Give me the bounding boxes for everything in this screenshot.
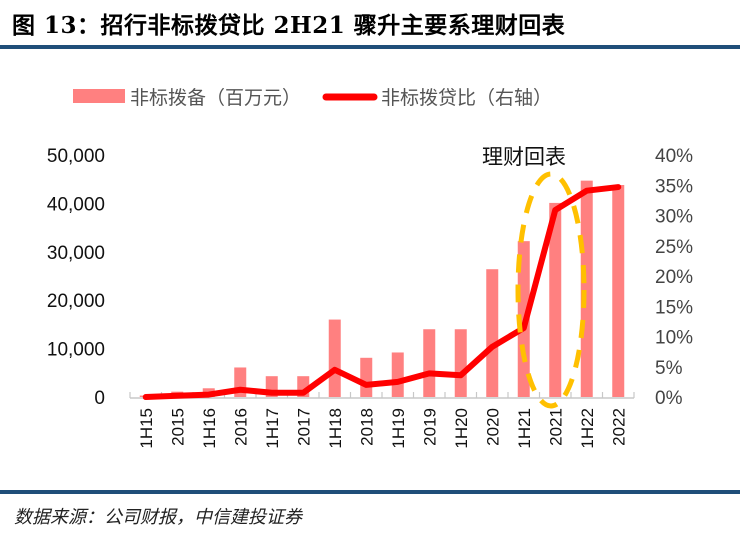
x-tick-label: 1H17 [263,408,282,449]
x-tick-label: 2015 [168,408,187,446]
x-tick-label: 2021 [546,408,565,446]
x-tick-label: 1H18 [326,408,345,449]
x-tick-label: 2019 [420,408,439,446]
x-tick-label: 1H21 [515,408,534,449]
line-point [176,395,178,397]
y-right-tick-label: 10% [655,328,693,349]
line-series [142,184,622,400]
x-tick-label: 1H16 [200,408,219,449]
bar [580,180,593,397]
y-right-tick-label: 20% [655,267,693,288]
y-axis-right: 0% 5% 10% 15% 20% 25% 30% 35% 40% [655,146,693,409]
y-left-tick-label: 0 [94,388,105,409]
line-point [460,374,462,376]
y-right-tick-label: 30% [655,207,693,228]
y-axis-left: 0 10,000 20,000 30,000 40,000 50,000 [47,146,105,409]
line-point [617,186,619,188]
x-axis: 1H15 2015 1H16 2016 1H17 2017 1H18 2018 1H19 2019… [129,392,635,449]
title-rule [0,45,740,49]
line-point [208,394,210,396]
source-note: 数据来源：公司财报，中信建投证券 [14,507,302,528]
legend-label-bar: 非标拨备（百万元） [130,87,301,109]
bar [360,357,373,397]
y-right-tick-label: 0% [655,388,683,409]
line-point [145,396,147,398]
legend-swatch-bar [73,89,125,103]
y-left-tick-label: 50,000 [47,146,105,167]
y-right-tick-label: 15% [655,297,693,318]
bar [391,352,404,397]
line-point [586,190,588,192]
line-point [554,209,556,211]
y-right-tick-label: 40% [655,146,693,167]
line-point [239,389,241,391]
line-point [365,384,367,386]
y-left-tick-label: 20,000 [47,291,105,312]
annotation: 理财回表 [482,145,587,409]
legend: 非标拨备（百万元） 非标拨贷比（右轴） [73,87,552,109]
x-tick-label: 2018 [357,408,376,446]
x-tick-label: 2016 [231,408,250,446]
x-tick-label: 1H19 [389,408,408,449]
annotation-ellipse [515,171,587,409]
line-point [334,369,336,371]
y-right-tick-label: 35% [655,176,693,197]
bar [454,329,467,397]
figure-title: 图 13：招行非标拨贷比 2H21 骤升主要系理财回表 [12,12,566,39]
line-point [491,346,493,348]
x-tick-label: 2022 [609,408,628,446]
y-right-tick-label: 5% [655,358,683,379]
legend-label-line: 非标拨贷比（右轴） [381,87,552,109]
y-left-tick-label: 40,000 [47,194,105,215]
bar [486,269,499,397]
y-left-tick-label: 30,000 [47,243,105,264]
y-right-tick-label: 25% [655,237,693,258]
x-tick-label: 2020 [483,408,502,446]
line-point [302,392,304,394]
bar [612,185,625,397]
ratio-line [142,184,622,400]
line-point [397,381,399,383]
x-tick-label: 1H15 [137,408,156,449]
line-point [271,392,273,394]
x-tick-label: 2017 [294,408,313,446]
line-point [428,372,430,374]
bar [423,329,436,397]
line-point [523,327,525,329]
y-left-tick-label: 10,000 [47,340,105,361]
bar [328,319,341,397]
annotation-label: 理财回表 [482,145,566,169]
x-tick-label: 1H20 [452,408,471,449]
source-rule [0,490,740,494]
x-tick-label: 1H22 [578,408,597,449]
bar [549,202,562,397]
